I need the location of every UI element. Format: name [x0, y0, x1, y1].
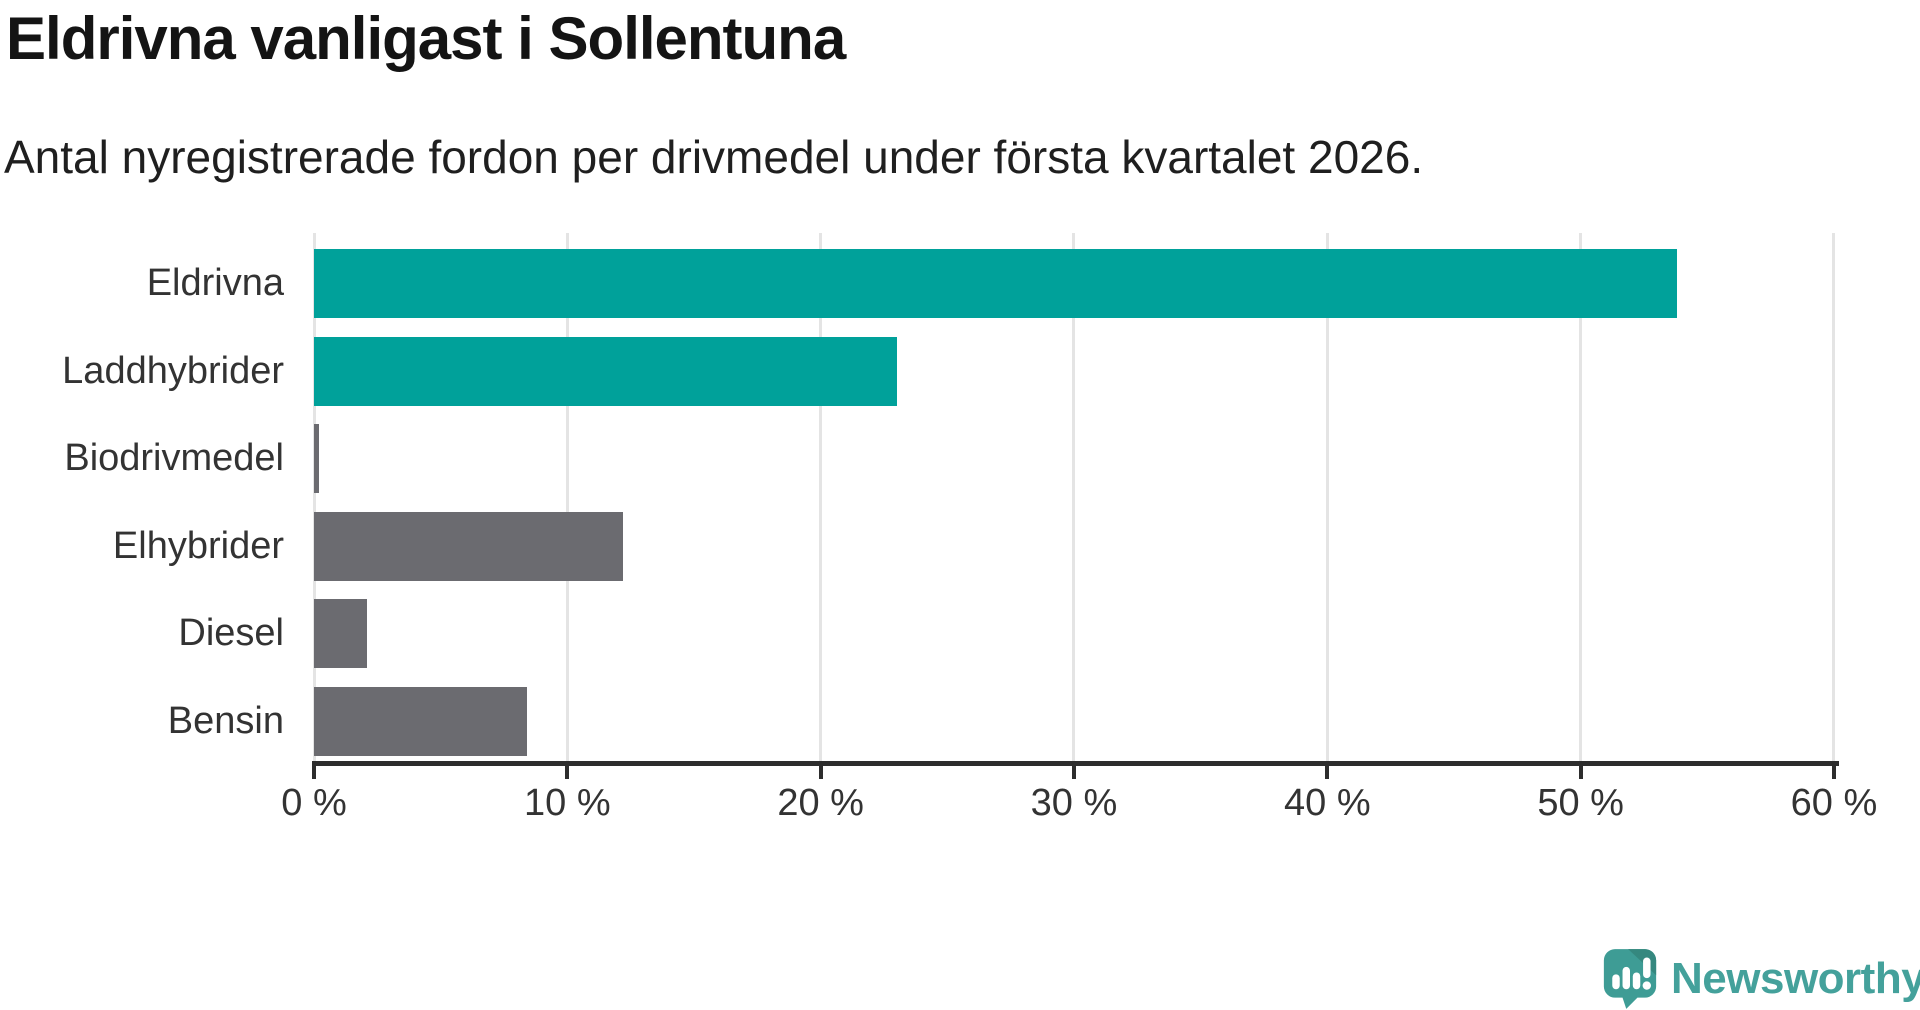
category-label-diesel: Diesel [178, 612, 284, 654]
bar-diesel [314, 599, 368, 668]
bar-laddhybrider [314, 336, 897, 406]
category-label-laddhybrider: Laddhybrider [62, 349, 284, 392]
gridline-0 [312, 233, 316, 762]
x-tick-label-60: 60 % [1790, 782, 1878, 824]
axis-tick-10 [565, 766, 570, 779]
newsworthy-logo-icon [1603, 949, 1657, 1009]
axis-tick-50 [1578, 766, 1583, 779]
bar-elhybrider [314, 511, 624, 581]
gridline-40 [1325, 233, 1329, 762]
category-label-elhybrider: Elhybrider [112, 524, 284, 567]
gridline-30 [1072, 233, 1076, 762]
x-tick-label-40: 40 % [1284, 782, 1371, 824]
bar-eldrivna [314, 249, 1677, 318]
axis-tick-0 [312, 766, 316, 779]
chart-subtitle: Antal nyregistrerade fordon per drivmede… [4, 131, 1424, 183]
x-tick-label-20: 20 % [777, 782, 864, 824]
newsworthy-logo: Newsworthy [1602, 948, 1920, 1010]
gridline-20 [819, 233, 823, 762]
gridline-50 [1579, 233, 1583, 762]
x-tick-label-10: 10 % [524, 782, 611, 824]
axis-tick-60 [1831, 766, 1836, 779]
x-tick-label-0: 0 % [281, 782, 347, 824]
axis-tick-40 [1325, 766, 1330, 779]
x-axis-line [312, 761, 1839, 766]
axis-tick-20 [818, 766, 823, 779]
bar-bensin [314, 686, 527, 756]
gridline-60 [1832, 233, 1836, 762]
category-label-bensin: Bensin [167, 699, 284, 742]
newsworthy-logo-text: Newsworthy [1671, 954, 1920, 1003]
x-tick-label-30: 30 % [1030, 782, 1118, 824]
axis-tick-30 [1071, 766, 1076, 779]
gridline-10 [565, 233, 569, 762]
category-label-biodrivmedel: Biodrivmedel [64, 437, 284, 479]
x-tick-label-50: 50 % [1537, 782, 1624, 824]
bar-biodrivmedel [314, 424, 320, 493]
category-label-eldrivna: Eldrivna [146, 262, 284, 304]
chart-title: Eldrivna vanligast i Sollentuna [6, 5, 846, 72]
